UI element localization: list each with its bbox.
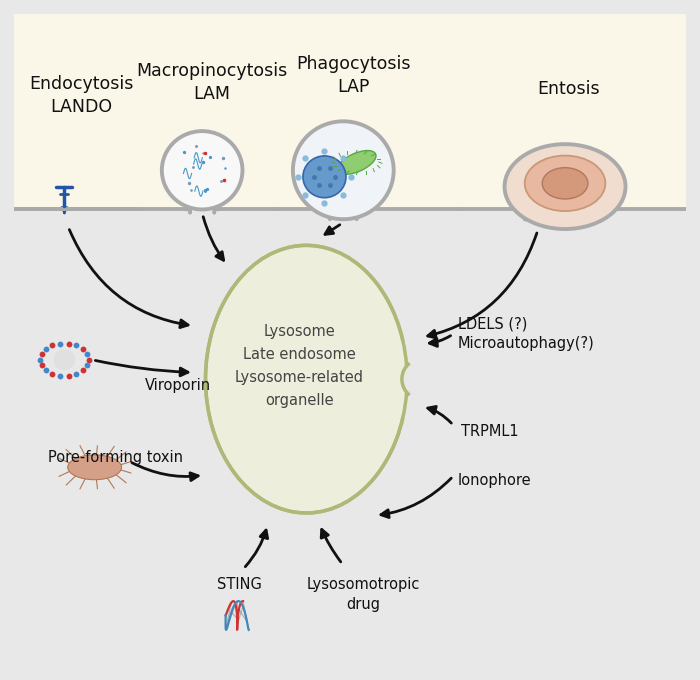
Text: Pore-forming toxin: Pore-forming toxin [48, 450, 183, 465]
Text: LDELS (?)
Microautophagy(?): LDELS (?) Microautophagy(?) [458, 316, 594, 351]
Ellipse shape [525, 156, 606, 211]
Ellipse shape [68, 455, 122, 479]
Text: Phagocytosis
LAP: Phagocytosis LAP [296, 55, 411, 96]
Text: Viroporin: Viroporin [145, 378, 211, 393]
Circle shape [162, 131, 242, 209]
Ellipse shape [337, 150, 376, 174]
Text: Lysosome
Late endosome
Lysosome-related
organelle: Lysosome Late endosome Lysosome-related … [235, 324, 364, 408]
Circle shape [402, 358, 445, 400]
Circle shape [303, 156, 346, 198]
Ellipse shape [206, 245, 407, 513]
Text: Endocytosis
LANDO: Endocytosis LANDO [29, 75, 134, 116]
Text: Entosis: Entosis [537, 80, 600, 98]
Circle shape [54, 349, 75, 370]
Ellipse shape [542, 168, 588, 199]
Text: TRPML1: TRPML1 [461, 424, 519, 439]
Text: STING: STING [217, 577, 262, 592]
Text: Macropinocytosis
LAM: Macropinocytosis LAM [136, 62, 288, 103]
Text: Lysosomotropic
drug: Lysosomotropic drug [307, 577, 420, 612]
Ellipse shape [505, 144, 626, 229]
Polygon shape [14, 14, 686, 209]
Circle shape [293, 121, 393, 219]
Text: Ionophore: Ionophore [458, 473, 531, 488]
